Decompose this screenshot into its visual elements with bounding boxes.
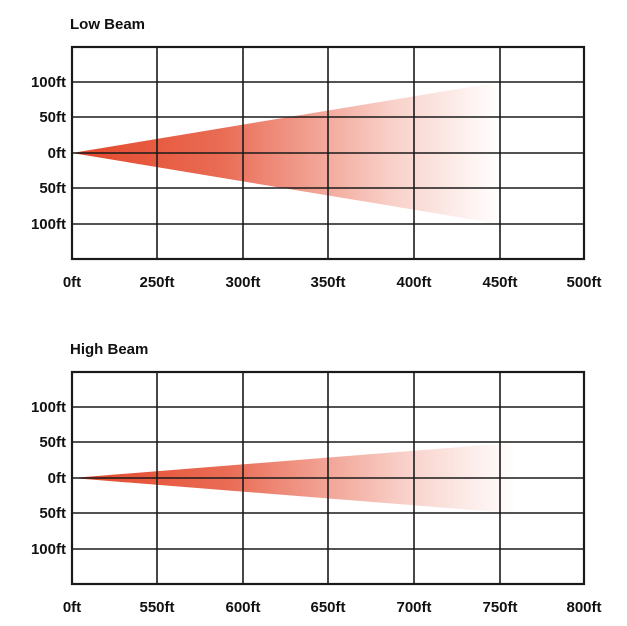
low-beam-chart: 100ft 50ft 0ft 50ft 100ft 0ft 250ft 300ft 350ft 4… [31, 45, 602, 291]
plot-frame [70, 370, 586, 586]
x-tick-label: 650ft [310, 599, 345, 616]
x-tick-label: 400ft [396, 274, 431, 291]
plot-frame [70, 45, 586, 261]
x-tick-label: 350ft [310, 274, 345, 291]
x-tick-label: 500ft [566, 274, 601, 291]
y-tick-label: 100ft [31, 541, 66, 558]
y-tick-label: 0ft [48, 145, 66, 162]
x-tick-label: 550ft [139, 599, 174, 616]
x-tick-label: 700ft [396, 599, 431, 616]
x-tick-label: 800ft [566, 599, 601, 616]
y-tick-label: 100ft [31, 399, 66, 416]
x-tick-label: 300ft [225, 274, 260, 291]
x-tick-label: 450ft [482, 274, 517, 291]
low-beam-title: Low Beam [70, 16, 146, 33]
y-tick-label: 50ft [39, 434, 66, 451]
x-tick-label: 750ft [482, 599, 517, 616]
x-tick-label: 0ft [63, 274, 81, 291]
y-tick-label: 0ft [48, 470, 66, 487]
x-tick-label: 600ft [225, 599, 260, 616]
high-beam-title: High Beam [70, 341, 149, 358]
high-beam-chart: 100ft 50ft 0ft 50ft 100ft 0ft 550ft 600ft 650ft 7… [31, 370, 602, 616]
y-tick-label: 100ft [31, 216, 66, 233]
y-tick-label: 100ft [31, 74, 66, 91]
y-tick-label: 50ft [39, 180, 66, 197]
x-tick-label: 0ft [63, 599, 81, 616]
y-tick-label: 50ft [39, 505, 66, 522]
y-tick-label: 50ft [39, 109, 66, 126]
x-tick-label: 250ft [139, 274, 174, 291]
